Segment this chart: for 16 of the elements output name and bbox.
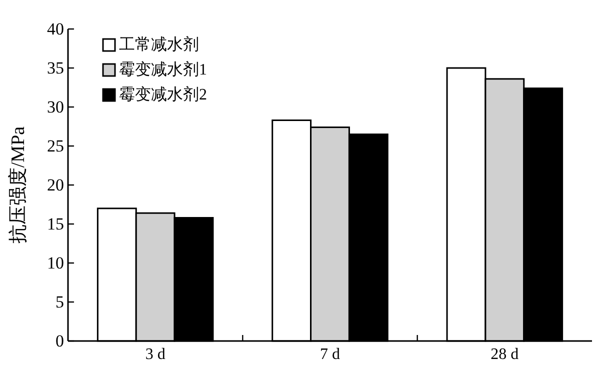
y-tick-label: 0: [56, 332, 64, 350]
y-tick-label: 15: [47, 214, 64, 234]
y-tick-label: 35: [47, 58, 64, 78]
y-tick-label: 5: [56, 292, 64, 312]
y-tick-label: 20: [47, 176, 64, 194]
legend-label: 霉变减水剂2: [119, 86, 207, 104]
legend-label: 工常减水剂: [119, 36, 199, 54]
x-tick-label: 3 d: [145, 346, 166, 363]
legend-label: 霉变减水剂1: [119, 60, 207, 78]
x-tick-label: 28 d: [490, 346, 519, 363]
x-tick-label: 7 d: [320, 346, 340, 363]
y-tick-label: 10: [47, 254, 64, 272]
y-tick-label: 30: [47, 98, 64, 116]
y-axis-title: 抗压强度/MPa: [7, 126, 29, 244]
y-tick-label: 40: [47, 20, 64, 38]
y-tick-label: 25: [47, 136, 64, 156]
